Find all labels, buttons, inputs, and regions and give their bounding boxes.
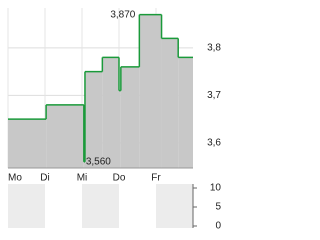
area-step	[119, 90, 121, 168]
chart: 3,6 3,7 3,8 Mo Di Mi Do Fr 3,870 3,560 0 5 10	[7, 8, 222, 232]
area-step	[102, 57, 119, 168]
x-tick-label: Di	[40, 173, 49, 184]
y-tick-label: 5	[215, 202, 221, 213]
x-tick-label: Fr	[151, 173, 161, 184]
x-tick-label: Mo	[8, 173, 22, 184]
area-step	[8, 119, 47, 168]
volume-band	[156, 184, 193, 228]
area-step	[46, 104, 84, 168]
area-step	[120, 66, 140, 168]
x-tick-label: Mi	[77, 173, 88, 184]
annotation: 3,870	[110, 9, 135, 20]
area-step	[139, 14, 162, 169]
y-tick-label: 3,6	[207, 137, 221, 148]
volume-band	[8, 184, 45, 228]
area-step	[178, 57, 193, 168]
y-tick-label: 10	[210, 183, 222, 194]
annotation: 3,560	[86, 156, 111, 167]
area-step	[83, 161, 85, 168]
volume-band	[82, 184, 119, 228]
area-step	[161, 38, 179, 168]
x-tick-label: Do	[113, 173, 126, 184]
y-tick-label: 0	[215, 221, 221, 232]
y-tick-label: 3,7	[207, 90, 221, 101]
area-step	[84, 71, 103, 168]
y-tick-label: 3,8	[207, 43, 221, 54]
